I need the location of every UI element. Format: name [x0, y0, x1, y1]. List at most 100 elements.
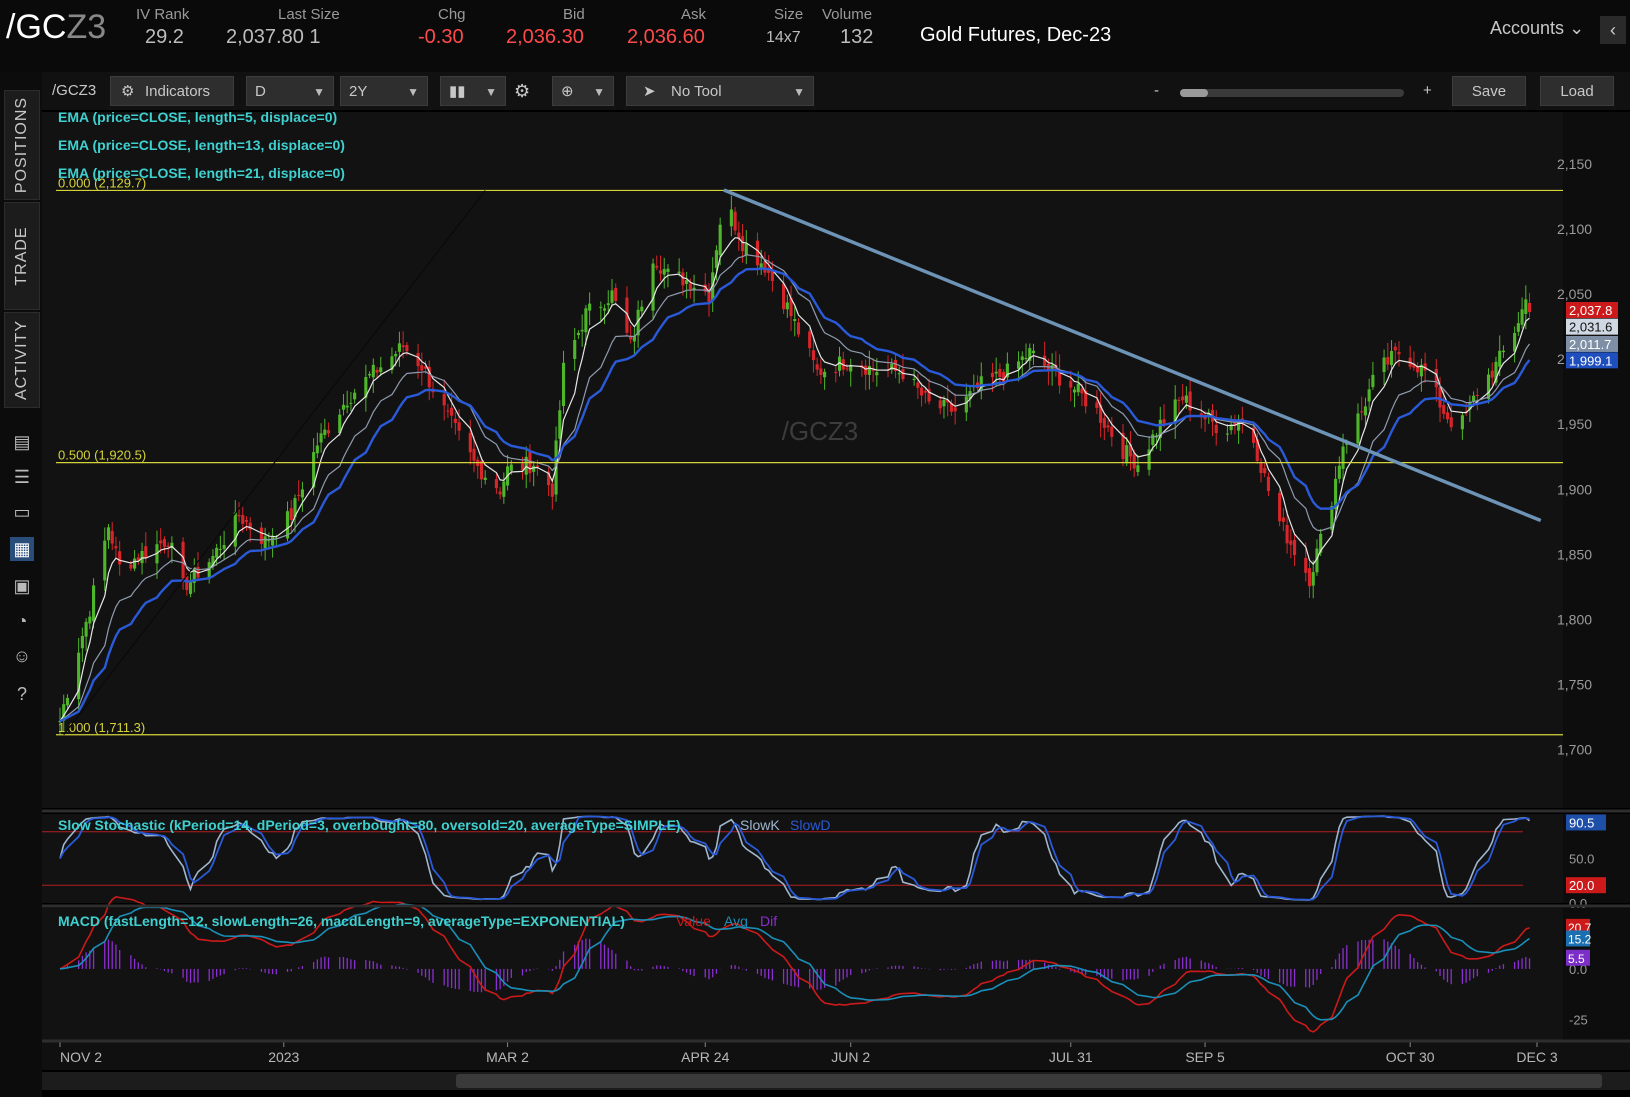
candle-body [1225, 433, 1229, 435]
candlestick-icon: ▮▮ [449, 83, 466, 100]
candle-body [1524, 299, 1528, 314]
gauge-icon[interactable]: ◔ [16, 611, 28, 631]
candle-body [1501, 350, 1505, 353]
candle-body [714, 250, 719, 268]
candle-body [662, 269, 666, 275]
candle-body [1520, 309, 1524, 325]
price-tick-label: 1,950 [1557, 416, 1592, 432]
macd-label: MACD (fastLength=12, slowLength=26, macd… [58, 913, 625, 929]
candle-body [457, 422, 461, 431]
candle-body [733, 211, 737, 231]
candle-body [1334, 478, 1338, 510]
list-icon[interactable]: ☰ [13, 467, 31, 487]
candle-body [1292, 539, 1297, 556]
time-tick-label: OCT 30 [1386, 1049, 1435, 1065]
ema-21-line [59, 267, 1531, 723]
candle-body [1024, 357, 1028, 360]
chart-style-button[interactable]: ▮▮ ▼ [440, 76, 506, 106]
drawing-style-button[interactable]: ⊕ ▼ [552, 76, 614, 106]
stochastic-tag [1566, 877, 1606, 894]
candle-body [1527, 302, 1532, 313]
candle-body [159, 540, 163, 544]
candle-body [1289, 540, 1293, 545]
candle-body [703, 284, 707, 292]
tab-positions[interactable]: POSITIONS [4, 90, 40, 200]
tab-activity[interactable]: ACTIVITY [4, 312, 40, 408]
candle-body [1005, 363, 1009, 378]
gear-icon: ⚙ [121, 83, 135, 100]
candle-body [162, 539, 167, 547]
ask-value[interactable]: 2,036.60 [627, 26, 705, 48]
macd-tag-label: 5.5 [1568, 952, 1585, 966]
candle-body [326, 430, 331, 434]
aggregation-select[interactable]: D ▼ [246, 76, 334, 106]
candle-body [823, 371, 827, 378]
candle-body [849, 364, 853, 372]
candle-body [576, 332, 581, 336]
scrollbar-thumb [456, 1074, 1602, 1088]
stochastic-tag-label: 90.5 [1569, 815, 1594, 830]
bid-value[interactable]: 2,036.30 [506, 26, 584, 48]
volume-label: Volume [822, 6, 873, 23]
tab-trade[interactable]: TRADE [4, 202, 40, 310]
candle-body [658, 270, 663, 274]
chart-settings-gear-icon[interactable]: ⚙ [514, 81, 531, 101]
time-tick-label: JUN 2 [831, 1049, 870, 1065]
zoom-slider-thumb[interactable] [1180, 89, 1208, 97]
candle-body [222, 545, 226, 549]
tv-icon[interactable]: ▭ [13, 502, 31, 522]
zoom-out-button[interactable]: - [1154, 82, 1159, 99]
candle-body [181, 541, 185, 579]
candle-body [1229, 424, 1233, 431]
candle-body [62, 704, 66, 721]
load-button[interactable]: Load [1540, 76, 1614, 106]
candle-body [1311, 572, 1315, 586]
collapse-panel-button[interactable]: ‹ [1600, 16, 1626, 44]
candle-body [1498, 350, 1502, 367]
people-icon[interactable]: ☺ [12, 646, 32, 666]
candle-body [1181, 396, 1185, 401]
monitor-icon[interactable]: ▤ [13, 432, 31, 452]
timeframe-select[interactable]: 2Y ▼ [340, 76, 428, 106]
candle-body [998, 368, 1002, 377]
caret-down-icon: ▼ [485, 85, 497, 99]
candle-body [789, 297, 793, 317]
accounts-menu[interactable]: Accounts ⌄ [1490, 18, 1585, 38]
chart-icon[interactable]: ▦ [10, 537, 34, 561]
candle-body [1356, 413, 1360, 444]
toolbar-symbol[interactable]: /GCZ3 [52, 82, 97, 99]
indicators-button[interactable]: ⚙ Indicators [110, 76, 234, 106]
candle-body [1095, 402, 1099, 408]
bid-label: Bid [563, 6, 585, 23]
candle-body [401, 345, 405, 348]
zoom-slider[interactable] [1180, 89, 1404, 97]
help-icon[interactable]: ? [16, 684, 27, 704]
candle-body [811, 350, 815, 361]
candle-body [1494, 361, 1498, 383]
candle-body [685, 280, 689, 284]
candle-body [338, 414, 342, 434]
chevron-left-icon: ‹ [1610, 20, 1616, 40]
caret-down-icon: ▼ [593, 85, 605, 99]
candle-body [561, 362, 566, 407]
price-axis [1563, 112, 1630, 808]
candle-body [1389, 351, 1394, 366]
candle-body [920, 387, 924, 396]
slowd-line [59, 815, 1530, 901]
candle-body [1255, 439, 1259, 462]
candle-body [1486, 374, 1491, 399]
candle-body [1080, 388, 1084, 394]
drawing-tool-select[interactable]: ➤ No Tool ▼ [626, 76, 814, 106]
price-tag [1566, 352, 1618, 369]
candle-body [244, 520, 249, 522]
symbol-title[interactable]: /GCZ3 [6, 8, 107, 46]
candle-body [1386, 357, 1390, 365]
grid-icon[interactable]: ▣ [13, 576, 31, 596]
save-button[interactable]: Save [1452, 76, 1526, 106]
candle-body [893, 359, 898, 372]
zoom-in-button[interactable]: + [1423, 82, 1432, 99]
candle-body [740, 236, 745, 252]
macd-tag-label: 15.2 [1568, 932, 1592, 946]
candle-body [867, 366, 871, 375]
